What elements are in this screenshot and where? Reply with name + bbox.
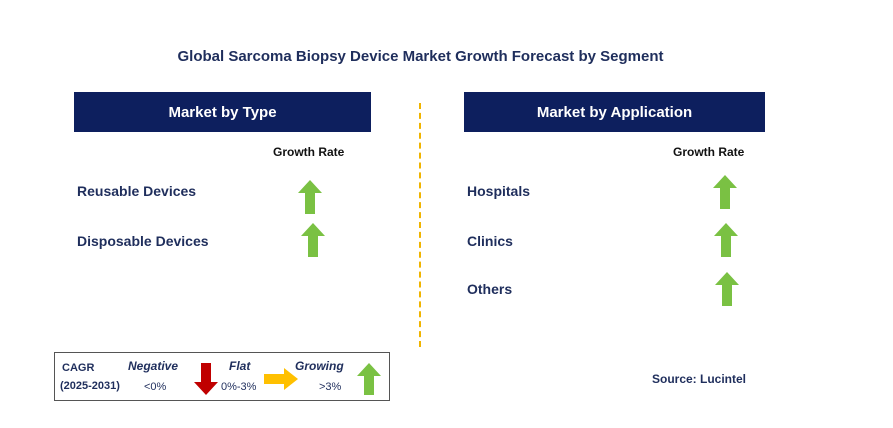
application-row-label: Hospitals — [467, 183, 531, 199]
source-label: Source: Lucintel — [652, 372, 747, 386]
application-row-label: Clinics — [467, 233, 513, 249]
cagr-legend: CAGR (2025-2031) Negative <0% Flat 0%-3%… — [54, 352, 390, 401]
type-growth-rate-label: Growth Rate — [273, 145, 345, 159]
chart-title: Global Sarcoma Biopsy Device Market Grow… — [177, 48, 664, 65]
down-arrow-icon — [194, 363, 218, 395]
legend-negative-range: <0% — [144, 381, 167, 393]
growing-up-arrow-icon — [714, 223, 738, 257]
application-row-label: Others — [467, 281, 513, 297]
type-row-label: Disposable Devices — [77, 233, 209, 249]
growing-up-arrow-icon — [301, 223, 325, 257]
application-growth-rate-label: Growth Rate — [673, 145, 745, 159]
legend-negative-label: Negative — [128, 359, 179, 373]
panel-divider — [419, 103, 421, 347]
up-arrow-icon — [357, 363, 381, 395]
type-panel-header: Market by Type — [74, 92, 371, 132]
legend-cagr-label: CAGR — [62, 362, 95, 374]
legend-growing-label: Growing — [295, 359, 344, 373]
growing-up-arrow-icon — [713, 175, 737, 209]
legend-growing-range: >3% — [319, 381, 342, 393]
legend-period-label: (2025-2031) — [60, 380, 120, 392]
type-row-label: Reusable Devices — [77, 183, 197, 199]
legend-flat-label: Flat — [229, 359, 251, 373]
growing-up-arrow-icon — [715, 272, 739, 306]
growing-up-arrow-icon — [298, 180, 322, 214]
right-arrow-icon — [264, 368, 298, 390]
legend-flat-range: 0%-3% — [221, 381, 257, 393]
application-panel-header: Market by Application — [464, 92, 765, 132]
